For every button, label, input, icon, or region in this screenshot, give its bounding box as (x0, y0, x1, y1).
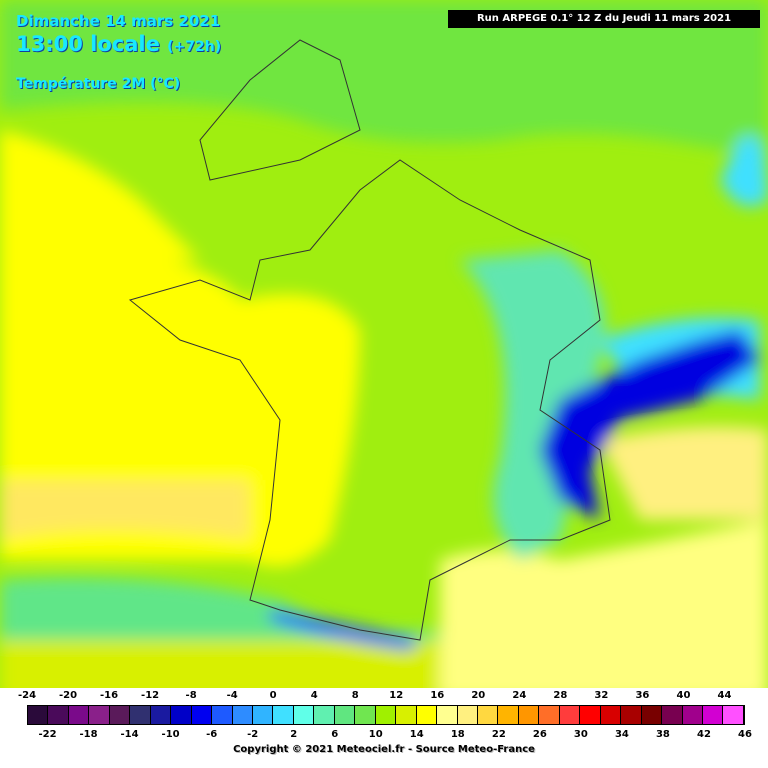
legend-label: -22 (38, 729, 57, 740)
color-swatch (212, 706, 233, 724)
legend-label: -14 (120, 729, 139, 740)
color-swatch (396, 706, 417, 724)
color-swatch (334, 706, 356, 724)
color-swatch (314, 706, 335, 724)
temperature-map (0, 0, 768, 700)
color-legend: -24 -22 -20 -18 -16 -14 -12 -10 -8 -6 -4 -2 0 2 4 6 8 10 1… (0, 688, 768, 768)
color-swatch (130, 706, 151, 724)
color-swatch (539, 706, 560, 724)
color-swatch (723, 706, 744, 724)
legend-label: 2 (290, 729, 298, 740)
color-swatch (109, 706, 131, 724)
legend-label: 36 (635, 690, 650, 701)
run-info: Run ARPEGE 0.1° 12 Z du Jeudi 11 mars 20… (448, 10, 760, 28)
color-swatch (457, 706, 478, 724)
color-swatch (28, 706, 49, 724)
legend-label: 18 (450, 729, 465, 740)
color-swatch (702, 706, 724, 724)
legend-label: 28 (553, 690, 568, 701)
legend-label: 8 (351, 690, 359, 701)
legend-label: -4 (226, 690, 238, 701)
legend-label: -8 (185, 690, 197, 701)
coastlines (128, 39, 611, 641)
color-swatch (641, 706, 663, 724)
legend-label: 10 (368, 729, 383, 740)
color-swatch (416, 706, 438, 724)
legend-label: 22 (491, 729, 506, 740)
color-swatch (580, 706, 601, 724)
color-swatch (498, 706, 519, 724)
color-swatch (293, 706, 315, 724)
color-swatch (232, 706, 253, 724)
color-swatch (437, 706, 458, 724)
color-swatch (559, 706, 581, 724)
color-swatch (477, 706, 499, 724)
color-swatch (621, 706, 642, 724)
color-swatch (171, 706, 192, 724)
date-label: Dimanche 14 mars 2021 (16, 12, 221, 30)
color-swatch (89, 706, 110, 724)
color-swatch (150, 706, 172, 724)
legend-label: 12 (389, 690, 404, 701)
legend-label: 46 (738, 729, 752, 740)
legend-label: -2 (247, 729, 259, 740)
time-label: 13:00 locale (+72h) (16, 32, 221, 56)
color-swatch (191, 706, 213, 724)
legend-label: -16 (100, 690, 119, 701)
time: 13:00 locale (16, 32, 160, 56)
color-swatch (600, 706, 622, 724)
legend-label: 16 (430, 690, 445, 701)
color-swatch (252, 706, 274, 724)
color-swatch (355, 706, 376, 724)
copyright: Copyright © 2021 Meteociel.fr - Source M… (233, 744, 535, 755)
legend-label: -10 (161, 729, 180, 740)
legend-label: 30 (573, 729, 588, 740)
legend-label: -6 (206, 729, 218, 740)
color-swatch (682, 706, 703, 724)
legend-label: -20 (58, 690, 78, 701)
color-swatch (662, 706, 683, 724)
legend-label: 24 (512, 690, 527, 701)
legend-label: -18 (79, 729, 98, 740)
legend-label: 40 (676, 690, 691, 701)
legend-label: 0 (269, 690, 277, 701)
color-swatch (375, 706, 397, 724)
legend-label: 14 (409, 729, 424, 740)
temperature-field (0, 0, 768, 700)
legend-label: 4 (310, 690, 318, 701)
legend-label: 44 (717, 690, 732, 701)
legend-label: -12 (141, 690, 160, 701)
legend-label: 26 (532, 729, 547, 740)
color-swatch (68, 706, 90, 724)
lead-time: (+72h) (167, 39, 222, 55)
color-swatch (273, 706, 294, 724)
color-swatch (48, 706, 69, 724)
parameter-label: Température 2M (°C) (16, 76, 181, 92)
legend-label: 20 (471, 690, 486, 701)
legend-label: 6 (331, 729, 339, 740)
legend-label: -24 (17, 690, 37, 701)
legend-label: 42 (697, 729, 711, 740)
legend-label: 32 (594, 690, 609, 701)
legend-label: 34 (614, 729, 629, 740)
color-bar (27, 705, 745, 725)
legend-label: 38 (655, 729, 670, 740)
color-swatch (518, 706, 540, 724)
